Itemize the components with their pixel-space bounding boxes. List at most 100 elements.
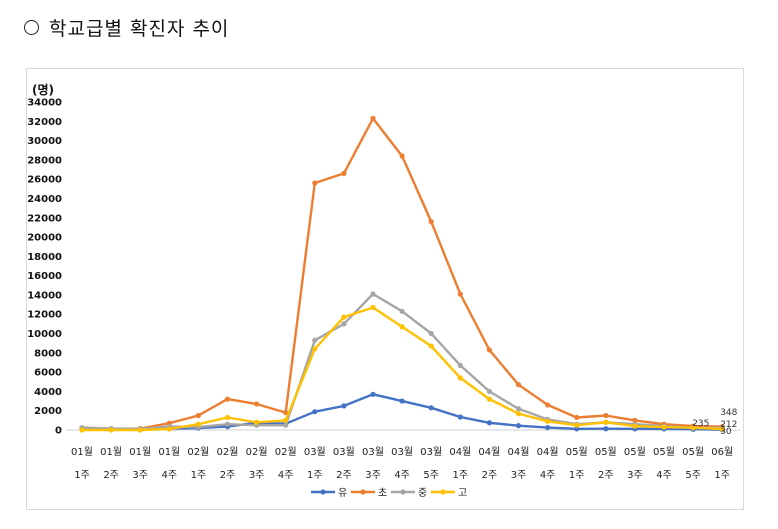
legend-marker	[360, 489, 366, 495]
data-point	[486, 388, 492, 395]
x-tick-label-week: 3주	[627, 470, 643, 481]
x-tick-label-week: 4주	[162, 470, 178, 481]
data-point	[661, 424, 667, 430]
x-tick-label-week: 1주	[307, 470, 323, 481]
x-tick-label-month: 01월	[158, 446, 180, 458]
data-point	[457, 375, 463, 381]
data-point	[254, 419, 260, 425]
data-point	[515, 406, 522, 412]
data-point	[428, 405, 434, 411]
data-point	[457, 414, 463, 420]
chart-frame	[26, 68, 744, 510]
circle-bullet-icon	[24, 19, 39, 35]
legend-label: 고	[458, 488, 467, 499]
x-tick-label-month: 03월	[420, 446, 442, 458]
section-heading: 학교급별 확진자 추이	[24, 14, 229, 40]
x-tick-label-week: 1주	[714, 470, 730, 481]
data-label: 30	[720, 427, 732, 437]
data-point	[137, 427, 143, 433]
x-tick-label-month: 05월	[566, 446, 588, 458]
y-tick-label: 22000	[27, 213, 62, 224]
x-tick-label-month: 05월	[653, 446, 675, 458]
x-tick-label-week: 3주	[511, 470, 527, 481]
x-tick-label-month: 02월	[275, 446, 297, 458]
data-point	[428, 343, 434, 349]
x-tick-label-month: 04월	[508, 446, 530, 458]
x-tick-label-week: 3주	[132, 470, 148, 481]
section-title: 학교급별 확진자 추이	[49, 17, 230, 40]
data-point	[457, 362, 463, 368]
x-tick-label-week: 3주	[365, 470, 381, 481]
data-point	[545, 424, 551, 431]
x-tick-label-month: 02월	[217, 446, 239, 458]
y-tick-label: 24000	[27, 194, 62, 205]
x-tick-label-month: 04월	[537, 446, 559, 458]
data-point	[603, 412, 609, 419]
x-tick-label-week: 4주	[394, 470, 410, 481]
x-tick-label-week: 2주	[103, 470, 119, 481]
data-point	[195, 412, 201, 419]
data-point	[515, 423, 522, 429]
legend-marker	[440, 489, 446, 495]
x-tick-label-month: 01월	[129, 446, 151, 458]
data-point	[312, 337, 318, 343]
data-point	[515, 382, 522, 388]
data-point	[254, 401, 260, 407]
y-unit-label: (명)	[32, 83, 54, 97]
series-line-3	[80, 292, 724, 431]
data-point	[428, 330, 434, 337]
data-point	[166, 426, 172, 432]
data-point	[603, 419, 609, 425]
x-tick-label-week: 2주	[482, 470, 498, 481]
x-tick-label-month: 03월	[304, 446, 326, 458]
y-tick-label: 6000	[34, 368, 62, 379]
data-point	[370, 304, 376, 311]
x-tick-label-month: 01월	[100, 446, 122, 458]
data-point	[341, 403, 347, 409]
data-point	[690, 425, 696, 431]
x-tick-label-month: 02월	[246, 446, 268, 458]
x-tick-label-week: 2주	[336, 470, 352, 481]
data-point	[574, 422, 580, 428]
legend-marker	[320, 489, 326, 495]
data-point	[632, 417, 638, 423]
y-tick-label: 20000	[27, 233, 62, 244]
data-point	[399, 398, 405, 404]
x-tick-label-week: 1주	[74, 470, 90, 481]
data-point	[370, 115, 376, 121]
data-label: 235	[692, 419, 709, 429]
x-tick-label-month: 01월	[71, 446, 93, 458]
x-tick-label-month: 03월	[362, 446, 384, 458]
data-point	[341, 314, 347, 320]
data-point	[79, 427, 85, 433]
legend-label: 초	[378, 487, 387, 499]
data-point	[486, 396, 492, 402]
data-point	[224, 421, 231, 427]
x-tick-label-month: 02월	[187, 446, 209, 458]
y-tick-label: 28000	[27, 155, 62, 166]
data-point	[312, 180, 318, 186]
x-tick-label-month: 03월	[391, 446, 413, 458]
x-tick-label-week: 2주	[220, 470, 236, 481]
data-point	[719, 426, 725, 432]
data-point	[341, 321, 347, 327]
data-point	[486, 347, 492, 353]
data-point	[399, 308, 405, 314]
y-tick-label: 14000	[27, 290, 62, 301]
data-label: 212	[720, 420, 737, 430]
x-tick-label-month: 06월	[711, 446, 733, 458]
x-tick-label-week: 4주	[278, 470, 294, 481]
y-tick-label: 8000	[34, 348, 62, 359]
data-point	[312, 346, 318, 352]
data-point	[283, 422, 289, 428]
x-tick-label-month: 05월	[624, 446, 646, 458]
x-tick-label-month: 05월	[682, 446, 704, 458]
data-point	[486, 420, 492, 426]
data-point	[457, 291, 463, 297]
x-tick-label-week: 3주	[249, 470, 265, 481]
data-point	[224, 396, 231, 402]
x-tick-label-week: 1주	[569, 470, 585, 481]
y-tick-label: 16000	[27, 271, 62, 282]
x-tick-label-week: 5주	[423, 470, 439, 481]
